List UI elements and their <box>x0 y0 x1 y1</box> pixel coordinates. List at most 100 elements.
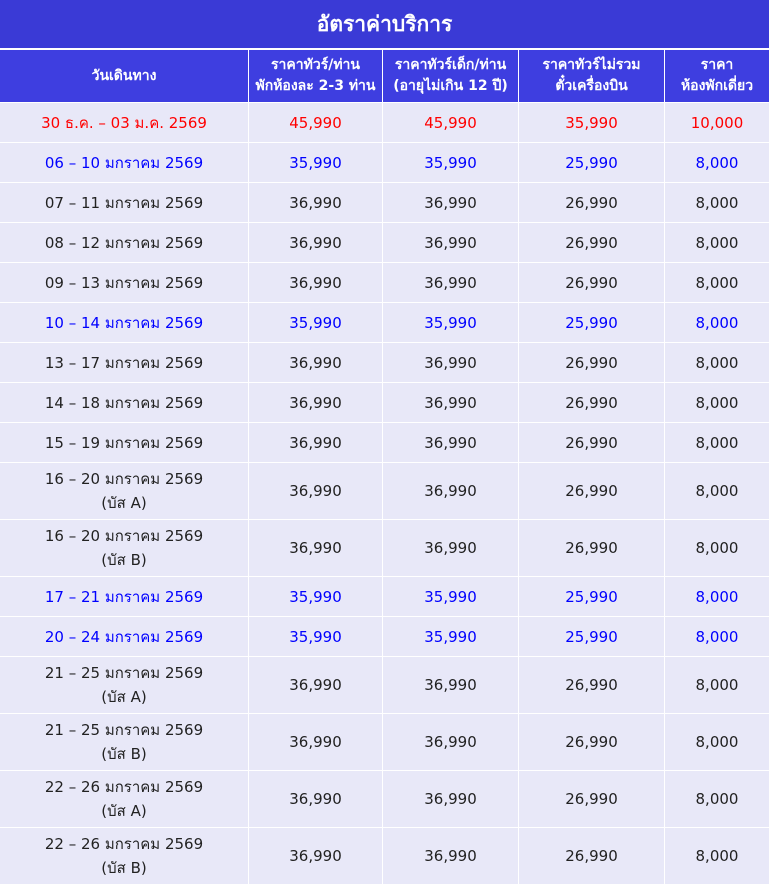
price-cell: 36,990 <box>383 183 519 223</box>
price-cell: 36,990 <box>249 771 383 828</box>
header-text: (อายุไม่เกิน 12 ปี) <box>393 78 508 94</box>
price-cell: 8,000 <box>665 383 769 423</box>
table-row: 30 ธ.ค. – 03 ม.ค. 2569 45,990 45,990 35,990… <box>0 103 769 143</box>
price-cell: 8,000 <box>665 263 769 303</box>
price-cell: 25,990 <box>519 303 665 343</box>
date-cell: 14 – 18 มกราคม 2569 <box>0 383 249 423</box>
price-cell: 26,990 <box>519 383 665 423</box>
price-cell: 36,990 <box>249 714 383 771</box>
date-cell: 10 – 14 มกราคม 2569 <box>0 303 249 343</box>
header-text: ราคาทัวร์ไม่รวม <box>542 57 641 73</box>
price-cell: 8,000 <box>665 183 769 223</box>
table-row: 15 – 19 มกราคม 2569 36,990 36,990 26,990 8,0… <box>0 423 769 463</box>
table-row: 16 – 20 มกราคม 2569 (บัส A) 36,990 36,990 26… <box>0 463 769 520</box>
table-row: 20 – 24 มกราคม 2569 35,990 35,990 25,990 8,0… <box>0 617 769 657</box>
price-cell: 8,000 <box>665 423 769 463</box>
header-text: ราคาทัวร์เด็ก/ท่าน <box>394 57 507 73</box>
table-row: 21 – 25 มกราคม 2569 (บัส A) 36,990 36,990 26… <box>0 657 769 714</box>
header-cell: ราคาทัวร์/ท่านพักห้องละ 2-3 ท่าน <box>249 50 383 103</box>
date-cell: 30 ธ.ค. – 03 ม.ค. 2569 <box>0 103 249 143</box>
date-text: 07 – 11 มกราคม 2569 <box>44 193 204 212</box>
table-row: 21 – 25 มกราคม 2569 (บัส B) 36,990 36,990 26… <box>0 714 769 771</box>
table-row: 22 – 26 มกราคม 2569 (บัส B) 36,990 36,990 26… <box>0 828 769 885</box>
price-cell: 35,990 <box>519 103 665 143</box>
price-cell: 36,990 <box>249 463 383 520</box>
price-cell: 36,990 <box>383 714 519 771</box>
price-cell: 8,000 <box>665 714 769 771</box>
date-cell: 22 – 26 มกราคม 2569 (บัส A) <box>0 771 249 828</box>
date-cell: 09 – 13 มกราคม 2569 <box>0 263 249 303</box>
date-text: 06 – 10 มกราคม 2569 <box>44 153 204 172</box>
price-cell: 36,990 <box>383 383 519 423</box>
table-row: 08 – 12 มกราคม 2569 36,990 36,990 26,990 8,0… <box>0 223 769 263</box>
table-body: 30 ธ.ค. – 03 ม.ค. 2569 45,990 45,990 35,990… <box>0 103 769 885</box>
price-cell: 26,990 <box>519 771 665 828</box>
price-cell: 36,990 <box>383 828 519 885</box>
header-cell: วันเดินทาง <box>0 50 249 103</box>
price-cell: 35,990 <box>383 143 519 183</box>
price-cell: 25,990 <box>519 617 665 657</box>
date-text: 17 – 21 มกราคม 2569 <box>44 587 204 606</box>
header-text: ตั๋วเครื่องบิน <box>555 78 628 94</box>
price-cell: 25,990 <box>519 577 665 617</box>
header-text: วันเดินทาง <box>91 67 157 84</box>
price-cell: 36,990 <box>383 263 519 303</box>
date-cell: 16 – 20 มกราคม 2569 (บัส B) <box>0 520 249 577</box>
table-row: 07 – 11 มกราคม 2569 36,990 36,990 26,990 8,0… <box>0 183 769 223</box>
price-cell: 8,000 <box>665 617 769 657</box>
price-cell: 8,000 <box>665 771 769 828</box>
date-text: 20 – 24 มกราคม 2569 <box>44 627 204 646</box>
price-cell: 26,990 <box>519 828 665 885</box>
table-row: 13 – 17 มกราคม 2569 36,990 36,990 26,990 8,0… <box>0 343 769 383</box>
date-text: 16 – 20 มกราคม 2569 <box>44 527 204 545</box>
price-cell: 8,000 <box>665 463 769 520</box>
date-text: 30 ธ.ค. – 03 ม.ค. 2569 <box>41 113 207 132</box>
price-cell: 26,990 <box>519 223 665 263</box>
date-cell: 06 – 10 มกราคม 2569 <box>0 143 249 183</box>
price-cell: 36,990 <box>249 223 383 263</box>
price-cell: 36,990 <box>249 263 383 303</box>
price-cell: 8,000 <box>665 657 769 714</box>
date-cell: 21 – 25 มกราคม 2569 (บัส B) <box>0 714 249 771</box>
price-cell: 36,990 <box>383 657 519 714</box>
price-cell: 36,990 <box>383 520 519 577</box>
price-cell: 36,990 <box>249 343 383 383</box>
price-cell: 35,990 <box>249 143 383 183</box>
price-cell: 26,990 <box>519 714 665 771</box>
date-cell: 08 – 12 มกราคม 2569 <box>0 223 249 263</box>
header-row: วันเดินทาง ราคาทัวร์/ท่านพักห้องละ 2-3 ท่… <box>0 50 769 103</box>
table-row: 09 – 13 มกราคม 2569 36,990 36,990 26,990 8,0… <box>0 263 769 303</box>
price-cell: 25,990 <box>519 143 665 183</box>
price-cell: 8,000 <box>665 343 769 383</box>
table-row: 10 – 14 มกราคม 2569 35,990 35,990 25,990 8,0… <box>0 303 769 343</box>
price-cell: 26,990 <box>519 423 665 463</box>
price-cell: 45,990 <box>249 103 383 143</box>
price-cell: 36,990 <box>383 463 519 520</box>
price-cell: 35,990 <box>383 577 519 617</box>
price-cell: 36,990 <box>249 828 383 885</box>
price-cell: 26,990 <box>519 343 665 383</box>
header-text: ราคาทัวร์/ท่าน <box>271 57 360 73</box>
date-text: 21 – 25 มกราคม 2569 <box>44 664 204 682</box>
price-cell: 35,990 <box>249 577 383 617</box>
price-cell: 26,990 <box>519 520 665 577</box>
table-row: 16 – 20 มกราคม 2569 (บัส B) 36,990 36,990 26… <box>0 520 769 577</box>
price-cell: 36,990 <box>249 657 383 714</box>
price-cell: 8,000 <box>665 303 769 343</box>
header-text: ราคา <box>700 57 734 73</box>
price-cell: 8,000 <box>665 520 769 577</box>
date-text: 22 – 26 มกราคม 2569 <box>44 835 204 853</box>
price-cell: 10,000 <box>665 103 769 143</box>
date-text: 22 – 26 มกราคม 2569 <box>44 778 204 796</box>
price-cell: 8,000 <box>665 223 769 263</box>
price-cell: 35,990 <box>249 617 383 657</box>
header-text: พักห้องละ 2-3 ท่าน <box>255 78 376 94</box>
price-cell: 35,990 <box>249 303 383 343</box>
title: อัตราค่าบริการ <box>0 0 769 50</box>
date-text: 15 – 19 มกราคม 2569 <box>44 433 204 452</box>
table-row: 14 – 18 มกราคม 2569 36,990 36,990 26,990 8,0… <box>0 383 769 423</box>
date-text: (บัส B) <box>101 859 147 877</box>
date-cell: 16 – 20 มกราคม 2569 (บัส A) <box>0 463 249 520</box>
price-cell: 36,990 <box>249 183 383 223</box>
